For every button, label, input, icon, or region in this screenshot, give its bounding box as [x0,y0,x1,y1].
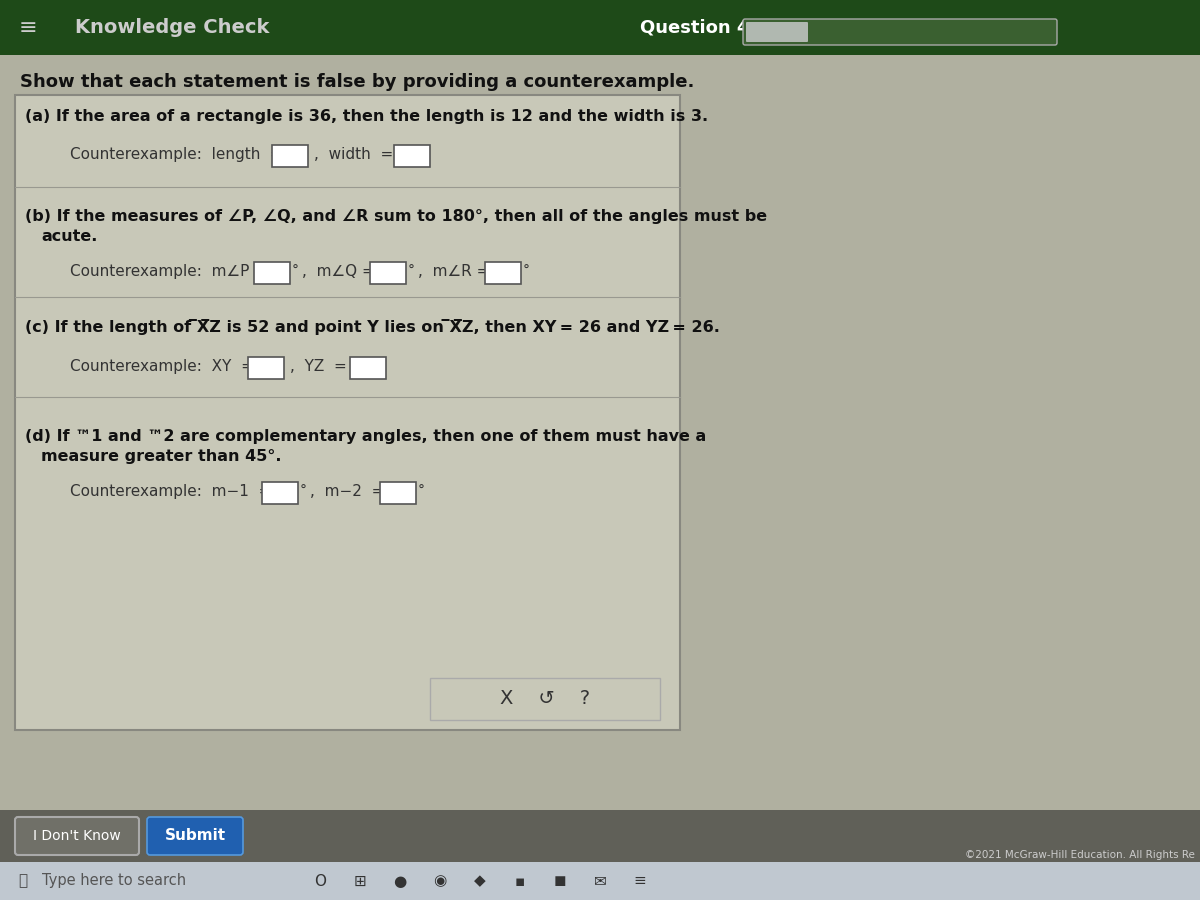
Bar [394,145,430,167]
Text: Counterexample:  length  =: Counterexample: length = [70,147,283,162]
Bar [0,810,1200,862]
Text: Counterexample:  XY  =: Counterexample: XY = [70,359,254,374]
Text: ◉: ◉ [433,874,446,888]
Text: ,  m∠Q =: , m∠Q = [302,264,374,279]
Bar [0,862,1200,900]
Bar [350,357,386,379]
Bar [430,678,660,720]
Bar [248,357,284,379]
Bar [262,482,298,504]
Text: Counterexample:  m∠P =: Counterexample: m∠P = [70,264,266,279]
Text: acute.: acute. [41,229,97,244]
Text: Type here to search: Type here to search [42,874,186,888]
Bar [14,95,680,730]
Text: (c) If the length of ̅X̅Z is 52 and point Y lies on ̅X̅Z, then XY = 26 and YZ = : (c) If the length of ̅X̅Z is 52 and poin… [25,319,720,335]
Text: °: ° [408,264,415,278]
Text: (a) If the area of a rectangle is 36, then the length is 12 and the width is 3.: (a) If the area of a rectangle is 36, th… [25,109,708,124]
Text: I Don't Know: I Don't Know [34,829,121,843]
Text: Show that each statement is false by providing a counterexample.: Show that each statement is false by pro… [20,73,695,91]
Text: ▪: ▪ [515,874,526,888]
Text: X    ↺    ?: X ↺ ? [500,689,590,708]
Bar [254,262,290,284]
FancyBboxPatch shape [14,817,139,855]
Text: ◼: ◼ [553,874,566,888]
Text: ◆: ◆ [474,874,486,888]
Text: ≡: ≡ [19,17,37,38]
Text: O: O [314,874,326,888]
Bar [380,482,416,504]
Text: (d) If ™1 and ™2 are complementary angles, then one of them must have a: (d) If ™1 and ™2 are complementary angle… [25,429,707,444]
Text: Submit: Submit [164,829,226,843]
Text: ●: ● [394,874,407,888]
Text: ⊞: ⊞ [354,874,366,888]
Text: °: ° [300,484,307,498]
Text: ,  width  =: , width = [314,147,394,162]
FancyBboxPatch shape [743,19,1057,45]
Text: ≡: ≡ [634,874,647,888]
Bar [272,145,308,167]
Bar [485,262,521,284]
Bar [370,262,406,284]
Bar [0,0,1200,55]
Text: ,  m−2  =: , m−2 = [310,484,384,499]
Text: °: ° [523,264,530,278]
Text: ,  m∠R =: , m∠R = [418,264,490,279]
Text: 🔍: 🔍 [18,874,28,888]
Bar [0,55,1200,810]
Text: Question 4: Question 4 [640,19,749,37]
FancyBboxPatch shape [746,22,808,42]
Text: ✉: ✉ [594,874,606,888]
Text: °: ° [292,264,299,278]
Text: °: ° [418,484,425,498]
FancyBboxPatch shape [148,817,242,855]
Text: Counterexample:  m−1  =: Counterexample: m−1 = [70,484,271,499]
Text: (b) If the measures of ∠P, ∠Q, and ∠R sum to 180°, then all of the angles must b: (b) If the measures of ∠P, ∠Q, and ∠R su… [25,209,767,224]
Text: Knowledge Check: Knowledge Check [74,18,269,37]
Text: measure greater than 45°.: measure greater than 45°. [41,449,282,464]
Text: ,  YZ  =: , YZ = [290,359,347,374]
Text: ©2021 McGraw-Hill Education. All Rights Re: ©2021 McGraw-Hill Education. All Rights … [965,850,1195,860]
